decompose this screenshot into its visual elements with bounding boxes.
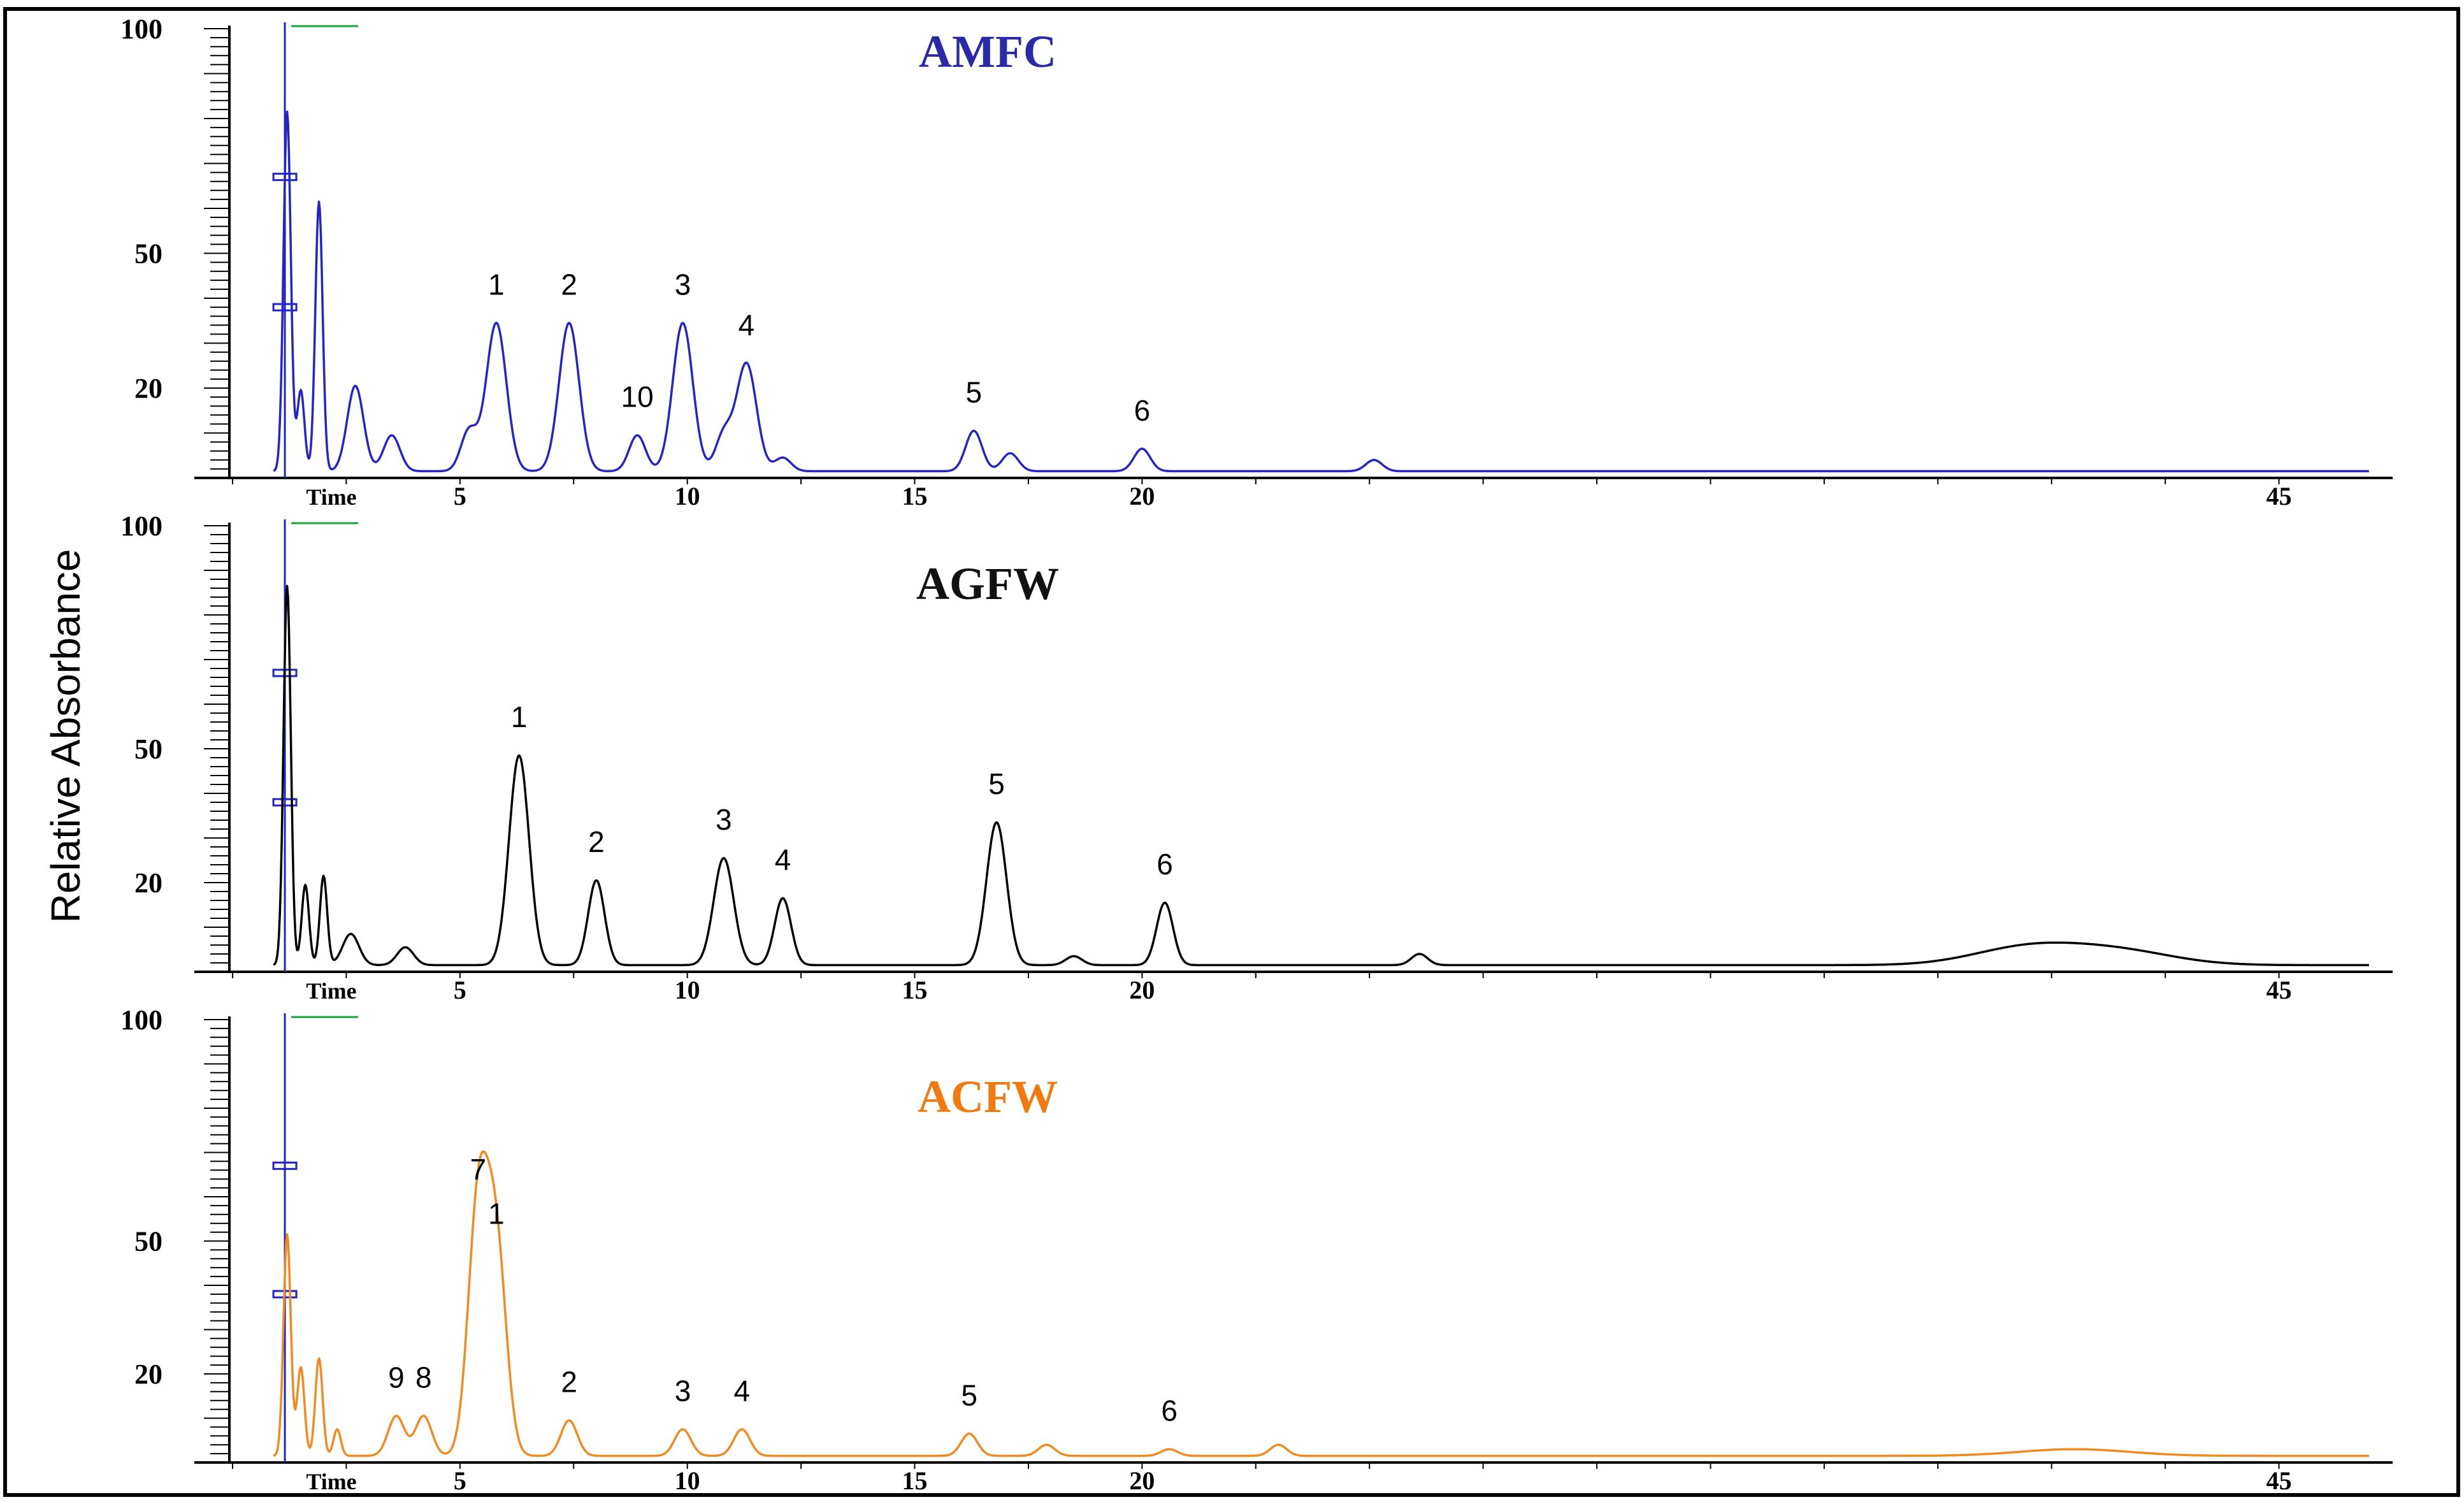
x-tick-label: 10 [675,1466,700,1495]
x-tick-label: 45 [2266,1466,2292,1495]
y-tick-label: 20 [134,1359,162,1390]
peak-label: 3 [675,268,691,301]
x-tick-label: 45 [2266,482,2292,510]
peak-label: 2 [561,268,577,301]
x-tick-label: 20 [1129,1466,1155,1495]
x-tick-label: 20 [1129,482,1155,510]
peak-label: 1 [488,268,505,301]
peak-label: 6 [1134,394,1151,427]
marker-tick [272,798,298,807]
x-axis-label: Time [306,484,356,510]
y-axis-label: Relative Absorbance [43,549,89,923]
peak-label: 1 [488,1197,505,1230]
y-tick-label: 50 [134,238,162,270]
x-tick-label: 5 [454,976,466,1004]
x-tick-label: 10 [675,976,700,1004]
peak-label: 3 [675,1374,691,1407]
peak-label: 5 [966,376,983,409]
peak-label: 1 [511,700,528,733]
y-tick-label: 20 [134,373,162,404]
chromatogram-trace-amfc [273,110,2370,473]
peak-label: 8 [415,1361,432,1394]
x-tick-label: 45 [2266,976,2292,1004]
peak-label: 4 [738,308,755,342]
peak-label: 4 [734,1374,751,1407]
peak-label: 3 [716,803,732,836]
y-tick-label: 20 [134,867,162,899]
peak-label: 5 [961,1378,977,1412]
x-axis-label: Time [306,978,356,1004]
peak-label: 6 [1161,1394,1178,1427]
y-tick-label: 50 [134,733,162,765]
figure-frame [3,7,2460,1497]
x-tick-label: 15 [902,1466,928,1495]
x-tick-label: 5 [454,482,466,510]
peak-label: 5 [988,767,1005,800]
x-tick-label: 20 [1129,976,1155,1004]
chromatogram-trace-acfw [273,1150,2370,1457]
x-tick-label: 5 [454,1466,466,1495]
y-tick-label: 100 [120,13,162,45]
panel-title: AMFC [919,26,1056,77]
peak-label: 4 [775,843,791,876]
peak-label: 6 [1156,848,1173,881]
peak-label: 10 [621,380,654,414]
y-tick-label: 100 [120,510,162,542]
peak-label: 7 [470,1153,487,1186]
chromatogram-trace-agfw [273,584,2370,967]
x-tick-label: 10 [675,482,700,510]
peak-label: 2 [588,825,605,858]
peak-label: 2 [561,1365,577,1398]
panel-title: AGFW [916,558,1059,609]
marker-tick [272,1161,298,1170]
x-tick-label: 15 [902,976,928,1004]
peak-label: 9 [388,1361,405,1394]
marker-tick [272,303,298,312]
x-axis-label: Time [306,1469,356,1494]
y-tick-label: 50 [134,1226,162,1257]
y-tick-label: 100 [120,1004,162,1036]
panel-title: ACFW [918,1071,1058,1122]
x-tick-label: 15 [902,482,928,510]
